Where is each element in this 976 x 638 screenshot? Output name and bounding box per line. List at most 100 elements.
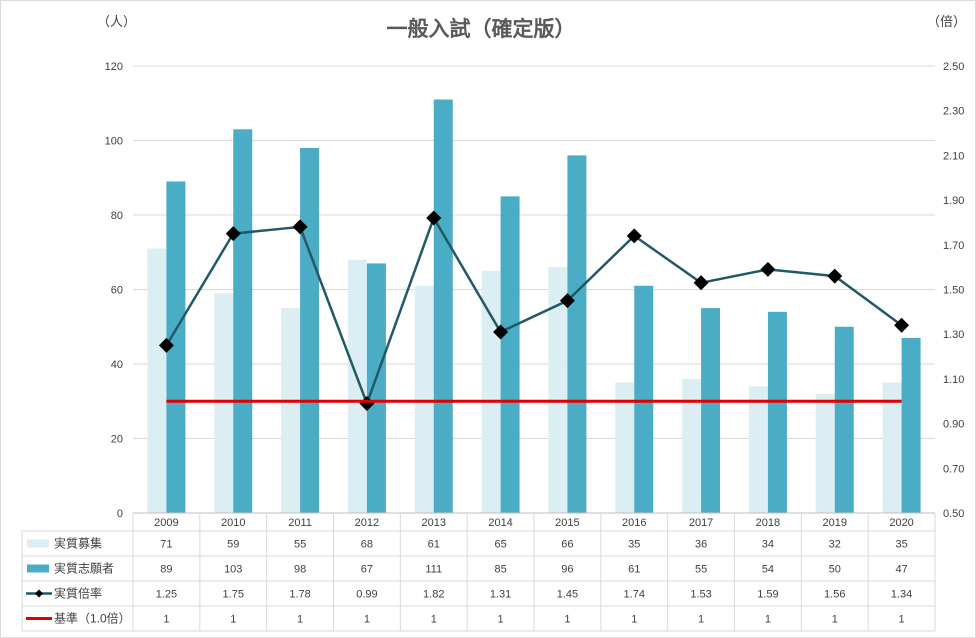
table-cell: 1 bbox=[564, 614, 570, 626]
ratio-marker bbox=[359, 395, 375, 411]
ratio-marker bbox=[292, 219, 308, 235]
right-tick-label: 2.10 bbox=[943, 150, 964, 162]
right-tick-label: 0.90 bbox=[943, 419, 964, 431]
bar-recruit bbox=[214, 293, 234, 513]
table-cell: 65 bbox=[494, 539, 506, 551]
table-cell: 96 bbox=[561, 564, 573, 576]
table-cell: 55 bbox=[695, 564, 707, 576]
category-label: 2009 bbox=[154, 517, 178, 529]
category-label: 2015 bbox=[555, 517, 579, 529]
bar-applicants bbox=[834, 326, 854, 513]
ratio-marker bbox=[760, 261, 776, 277]
table-cell: 1.45 bbox=[557, 589, 578, 601]
table-cell: 1 bbox=[297, 614, 303, 626]
left-tick-label: 100 bbox=[105, 136, 123, 148]
category-label: 2020 bbox=[889, 517, 913, 529]
chart-title: 一般入試（確定版） bbox=[387, 17, 576, 41]
bar-applicants bbox=[901, 337, 921, 513]
left-tick-label: 60 bbox=[111, 285, 123, 297]
category-label: 2019 bbox=[823, 517, 847, 529]
bar-recruit bbox=[615, 382, 635, 513]
right-axis-unit: （倍） bbox=[927, 14, 966, 29]
bar-applicants bbox=[701, 308, 721, 513]
left-tick-label: 20 bbox=[111, 434, 123, 446]
axes: 0 20 40 60 80 100 120 0.50 0.70 0.90 1.10 1.30 1.50 1… bbox=[105, 61, 965, 520]
legend-label: 基準（1.0倍） bbox=[54, 611, 131, 626]
ratio-marker bbox=[158, 337, 174, 353]
table-cell: 1 bbox=[832, 614, 838, 626]
right-tick-label: 1.90 bbox=[943, 195, 964, 207]
ratio-marker bbox=[426, 210, 442, 226]
right-tick-label: 1.10 bbox=[943, 374, 964, 386]
category-label: 2011 bbox=[288, 517, 312, 529]
table-cell: 1 bbox=[631, 614, 637, 626]
left-tick-label: 40 bbox=[111, 359, 123, 371]
table-cell: 61 bbox=[628, 564, 640, 576]
category-label: 2017 bbox=[689, 517, 713, 529]
right-tick-label: 2.30 bbox=[943, 106, 964, 118]
table-cell: 54 bbox=[762, 564, 774, 576]
ratio-marker bbox=[693, 275, 709, 291]
bar-recruit bbox=[682, 378, 702, 513]
table-cell: 36 bbox=[695, 539, 707, 551]
ratio-marker bbox=[894, 317, 910, 333]
table-cell: 35 bbox=[895, 539, 907, 551]
table-cell: 59 bbox=[227, 539, 239, 551]
right-tick-label: 2.50 bbox=[943, 61, 964, 73]
table-cell: 1 bbox=[431, 614, 437, 626]
table-cell: 1 bbox=[364, 614, 370, 626]
table-cell: 1 bbox=[698, 614, 704, 626]
table-cell: 1.78 bbox=[289, 589, 310, 601]
table-cell: 89 bbox=[160, 564, 172, 576]
bar-recruit bbox=[748, 386, 768, 513]
data-table: 2009 2010 2011 2012 2013 2014 2015 2016 2017 2018… bbox=[21, 512, 936, 632]
legend-key-bar bbox=[27, 564, 49, 573]
table-cell: 1 bbox=[163, 614, 169, 626]
table-cell: 111 bbox=[425, 564, 442, 576]
table-cell: 1.74 bbox=[624, 589, 645, 601]
legend-label: 実質倍率 bbox=[54, 586, 102, 601]
bar-recruit bbox=[347, 259, 367, 513]
table-cell: 55 bbox=[294, 539, 306, 551]
right-tick-label: 1.30 bbox=[943, 329, 964, 341]
gridlines bbox=[133, 65, 935, 439]
table-cell: 50 bbox=[829, 564, 841, 576]
bar-recruit bbox=[815, 393, 835, 513]
table-cell: 98 bbox=[294, 564, 306, 576]
category-label: 2014 bbox=[488, 517, 512, 529]
right-tick-label: 0.70 bbox=[943, 463, 964, 475]
category-label: 2012 bbox=[355, 517, 379, 529]
table-cell: 34 bbox=[762, 539, 774, 551]
bar-applicants bbox=[233, 129, 253, 513]
table-cell: 67 bbox=[361, 564, 373, 576]
right-tick-label: 1.70 bbox=[943, 240, 964, 252]
bar-applicants bbox=[433, 99, 453, 514]
table-cell: 61 bbox=[428, 539, 440, 551]
table-cell: 1.75 bbox=[223, 589, 244, 601]
legend-label: 実質志願者 bbox=[54, 561, 114, 576]
table-cell: 1 bbox=[498, 614, 504, 626]
table-cell: 1.59 bbox=[757, 589, 778, 601]
category-label: 2010 bbox=[221, 517, 245, 529]
table-cell: 35 bbox=[628, 539, 640, 551]
table-cell: 1.82 bbox=[423, 589, 444, 601]
bars bbox=[147, 99, 921, 514]
table-cell: 0.99 bbox=[356, 589, 377, 601]
table-cell: 1.31 bbox=[490, 589, 511, 601]
bar-recruit bbox=[882, 382, 902, 513]
ratio-marker bbox=[626, 228, 642, 244]
bar-applicants bbox=[634, 285, 654, 513]
bar-applicants bbox=[500, 196, 520, 513]
table-cell: 1 bbox=[765, 614, 771, 626]
left-tick-label: 0 bbox=[117, 508, 123, 520]
bar-applicants bbox=[567, 155, 587, 513]
bar-recruit bbox=[481, 270, 501, 513]
table-cell: 1 bbox=[230, 614, 236, 626]
left-tick-label: 120 bbox=[105, 61, 123, 73]
legend-key-bar bbox=[27, 539, 49, 548]
bar-recruit bbox=[147, 248, 167, 513]
table-cell: 68 bbox=[361, 539, 373, 551]
ratio-marker bbox=[225, 226, 241, 242]
table-cell: 1 bbox=[899, 614, 905, 626]
